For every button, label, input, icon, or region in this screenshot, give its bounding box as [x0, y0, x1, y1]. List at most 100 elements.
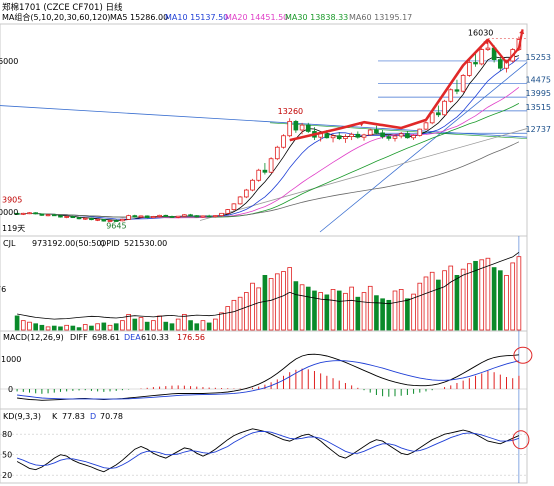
candle-body — [144, 215, 150, 219]
d-label: D — [90, 412, 96, 421]
annotation-left-high: 3905 — [2, 196, 22, 205]
volume-bar — [64, 324, 69, 331]
candle-body — [448, 89, 454, 102]
volume-bar — [448, 265, 454, 331]
candle-body — [256, 169, 262, 181]
candle-body — [411, 135, 416, 139]
candle-body — [349, 133, 354, 138]
volume-bar — [442, 270, 447, 331]
volume-bar — [206, 322, 212, 331]
volume-bar — [213, 318, 218, 331]
candle-body — [157, 214, 162, 217]
volume-bar — [336, 290, 342, 331]
candle-body — [138, 215, 144, 218]
level-label-12737: 12737 — [526, 125, 551, 134]
candle-body — [14, 212, 20, 215]
ma60-line — [17, 141, 520, 218]
kd-axis-label-80: 80 — [2, 430, 12, 439]
kd-axis-label-50: 50 — [2, 451, 12, 460]
macd-axis-label-zero: 0 — [8, 385, 13, 394]
candle-body — [250, 179, 255, 191]
candle-body — [473, 62, 478, 65]
candle-body — [169, 216, 175, 218]
volume-bar — [417, 282, 423, 331]
volume-bar — [132, 318, 138, 331]
chart-symbol-title: 郑棉1701 (CZCE CF701) 日线 — [2, 2, 123, 13]
volume-bar — [256, 287, 262, 331]
volume-bar — [194, 323, 200, 331]
volume-bar — [144, 321, 150, 331]
volume-bar — [349, 286, 354, 331]
diff-label: DIFF — [70, 333, 88, 342]
candle-body — [33, 212, 39, 215]
kd-d-line — [16, 431, 520, 469]
volume-bar — [299, 284, 305, 331]
volume-bar — [343, 292, 348, 331]
candle-body — [113, 220, 119, 222]
volume-bar — [479, 259, 485, 331]
ma-legend-ma20: MA20 14451.50 — [225, 13, 288, 22]
candle-body — [89, 217, 94, 221]
volume-bar — [423, 276, 429, 331]
volume-bar — [516, 256, 522, 331]
flat-trendline — [269, 122, 528, 139]
candle-body — [293, 120, 299, 131]
volume-bar — [324, 294, 330, 331]
volume-bar — [45, 326, 51, 331]
volume-bar — [20, 320, 26, 331]
candle-body — [243, 189, 249, 198]
volume-bar — [454, 274, 460, 331]
volume-bar — [157, 315, 162, 331]
volume-bar — [231, 299, 237, 331]
annotation-peak: 16030 — [468, 29, 493, 38]
volume-bar — [138, 317, 144, 331]
ma10-line — [17, 57, 520, 220]
candle-body — [460, 75, 466, 92]
candle-body — [219, 212, 224, 217]
open-interest-line — [17, 251, 520, 320]
candle-body — [200, 215, 206, 218]
candle-body — [126, 215, 131, 220]
candle-body — [287, 120, 293, 137]
volume-bar — [293, 281, 299, 331]
level-label-13995: 13995 — [526, 89, 551, 98]
candle-body — [281, 135, 286, 148]
volume-bar — [113, 323, 119, 331]
candle-body — [361, 134, 367, 138]
trend-arrowhead-2 — [519, 29, 525, 35]
macd-dea-line — [17, 360, 520, 400]
macd-label: MACD(12,26,9) — [3, 333, 64, 342]
volume-bar — [405, 298, 410, 331]
annotation-days: 119天 — [2, 224, 25, 233]
candle-body — [380, 132, 385, 138]
volume-bar — [126, 313, 131, 331]
volume-bar — [355, 296, 361, 331]
volume-bar — [163, 321, 169, 331]
volume-bar — [175, 318, 181, 331]
candle-body — [225, 209, 231, 214]
candle-body — [305, 124, 311, 132]
oi-value: 521530.00 — [124, 239, 167, 248]
rising-trendline — [319, 62, 528, 233]
volume-bar — [460, 268, 466, 331]
volume-bar — [361, 292, 367, 331]
volume-bar — [274, 273, 280, 331]
ma-legend: MA组合(5,10,20,30,60,120) MA5 15286.00MA10 … — [2, 12, 412, 22]
volume-bar — [467, 263, 472, 331]
volume-bar — [268, 278, 274, 331]
macd-value: 176.56 — [177, 333, 205, 342]
volume-bar — [95, 323, 100, 331]
volume-bar — [392, 290, 398, 331]
volume-bar — [367, 285, 373, 331]
dea-value: 610.33 — [141, 333, 169, 342]
candle-body — [51, 214, 57, 217]
candle-body — [262, 169, 268, 173]
d-value: 70.78 — [100, 412, 123, 421]
volume-axis-label: 76 — [0, 285, 6, 294]
volume-bar — [287, 267, 293, 331]
candle-body — [95, 218, 100, 221]
kd-highlight-circle — [512, 430, 530, 450]
volume-bar — [330, 289, 336, 331]
annotation-local-high: 13260 — [278, 107, 303, 116]
